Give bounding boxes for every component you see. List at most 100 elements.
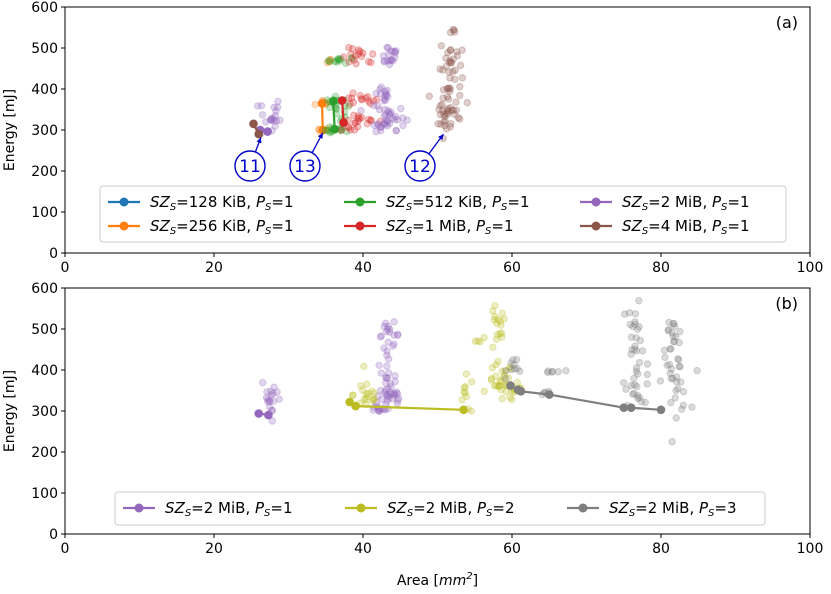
scatter-point	[382, 379, 390, 387]
scatter-point	[382, 91, 391, 100]
scatter-point	[382, 327, 391, 336]
scatter-point	[385, 111, 394, 119]
scatter-point	[359, 49, 367, 57]
scatter-point	[439, 94, 447, 102]
scatter-point	[377, 123, 385, 132]
scatter-point	[665, 360, 674, 369]
legend-label: SZS=1 MiB, PS=1	[386, 217, 514, 237]
scatter-point	[438, 100, 446, 109]
scatter-point	[346, 100, 354, 108]
scatter-point	[357, 106, 365, 115]
scatter-point	[447, 46, 455, 54]
frontier-point	[337, 96, 347, 105]
scatter-point	[446, 103, 455, 112]
scatter-point	[383, 122, 391, 130]
scatter-point	[463, 98, 471, 107]
panel-a: 0 20 40 60 80 100 0 100 200 300 400 500 600 Energy [m…	[2, 0, 823, 276]
scatter-point	[331, 57, 339, 65]
scatter-point	[392, 127, 400, 135]
scatter-point	[382, 374, 390, 382]
scatter-point	[474, 337, 482, 345]
scatter-point	[671, 394, 679, 402]
scatter-point	[391, 391, 399, 399]
scatter-point	[390, 331, 398, 339]
legend-marker	[134, 503, 144, 513]
data-layer	[254, 297, 701, 446]
scatter-point	[265, 403, 274, 412]
scatter-point	[362, 389, 371, 398]
scatter-point	[631, 345, 639, 354]
scatter-point	[674, 385, 682, 393]
scatter-point	[264, 397, 272, 406]
frontier-point	[545, 390, 554, 399]
scatter-point	[263, 388, 271, 396]
scatter-point	[631, 318, 639, 326]
scatter-point	[672, 414, 680, 422]
y-tick-label: 100	[31, 205, 58, 221]
scatter-point	[444, 48, 452, 57]
scatter-point	[456, 61, 465, 70]
scatter-point	[370, 395, 378, 403]
scatter-point	[497, 386, 505, 394]
x-tick-label: 0	[61, 260, 70, 276]
scatter-point	[442, 62, 451, 70]
scatter-point	[354, 123, 362, 131]
scatter-point	[382, 386, 390, 394]
legend-box	[99, 185, 787, 243]
frontier-point	[339, 118, 348, 127]
scatter-point	[491, 302, 499, 310]
scatter-point	[635, 358, 644, 367]
scatter-point	[325, 57, 334, 66]
frontier-point	[249, 119, 258, 129]
scatter-point	[628, 345, 636, 354]
scatter-point	[444, 110, 452, 119]
frontier-point	[263, 127, 272, 136]
scatter-point	[376, 117, 384, 126]
scatter-point	[688, 403, 696, 411]
scatter-point	[380, 388, 389, 397]
y-axis-label: Energy [mJ]	[2, 89, 18, 171]
scatter-point	[632, 367, 640, 375]
scatter-point	[543, 368, 552, 377]
scatter-point	[370, 101, 378, 110]
scatter-point	[445, 84, 453, 92]
scatter-point	[501, 374, 510, 383]
scatter-point	[384, 106, 392, 115]
scatter-point	[638, 347, 647, 355]
scatter-point	[374, 121, 382, 129]
x-tick-label: 80	[652, 541, 670, 557]
scatter-point	[270, 117, 278, 125]
scatter-point	[324, 56, 333, 65]
scatter-point	[381, 319, 390, 327]
scatter-point	[443, 84, 451, 93]
y-tick-label: 200	[31, 445, 58, 461]
scatter-point	[275, 395, 283, 403]
scatter-point	[349, 391, 357, 399]
frontier-point	[264, 410, 273, 420]
scatter-point	[392, 388, 401, 396]
scatter-point	[357, 95, 365, 103]
scatter-point	[446, 85, 454, 93]
scatter-point	[386, 380, 395, 388]
frontier-point	[317, 99, 327, 108]
scatter-point	[672, 333, 680, 341]
frontier-point	[254, 409, 264, 418]
frontier-point	[254, 129, 264, 139]
scatter-point	[265, 398, 274, 406]
scatter-point	[325, 58, 334, 66]
scatter-point	[395, 394, 403, 403]
scatter-point	[377, 123, 385, 131]
scatter-point	[620, 379, 628, 387]
scatter-point	[458, 74, 467, 82]
scatter-point	[443, 106, 451, 115]
scatter-point	[356, 91, 365, 100]
scatter-point	[350, 56, 358, 64]
frontier-line	[332, 101, 336, 130]
scatter-point	[439, 86, 448, 94]
scatter-point	[497, 377, 505, 385]
scatter-point	[493, 335, 501, 343]
y-tick-label: 100	[31, 486, 58, 502]
scatter-point	[276, 116, 284, 124]
legend-label: SZS=128 KiB, PS=1	[150, 193, 294, 213]
scatter-point	[663, 361, 671, 369]
